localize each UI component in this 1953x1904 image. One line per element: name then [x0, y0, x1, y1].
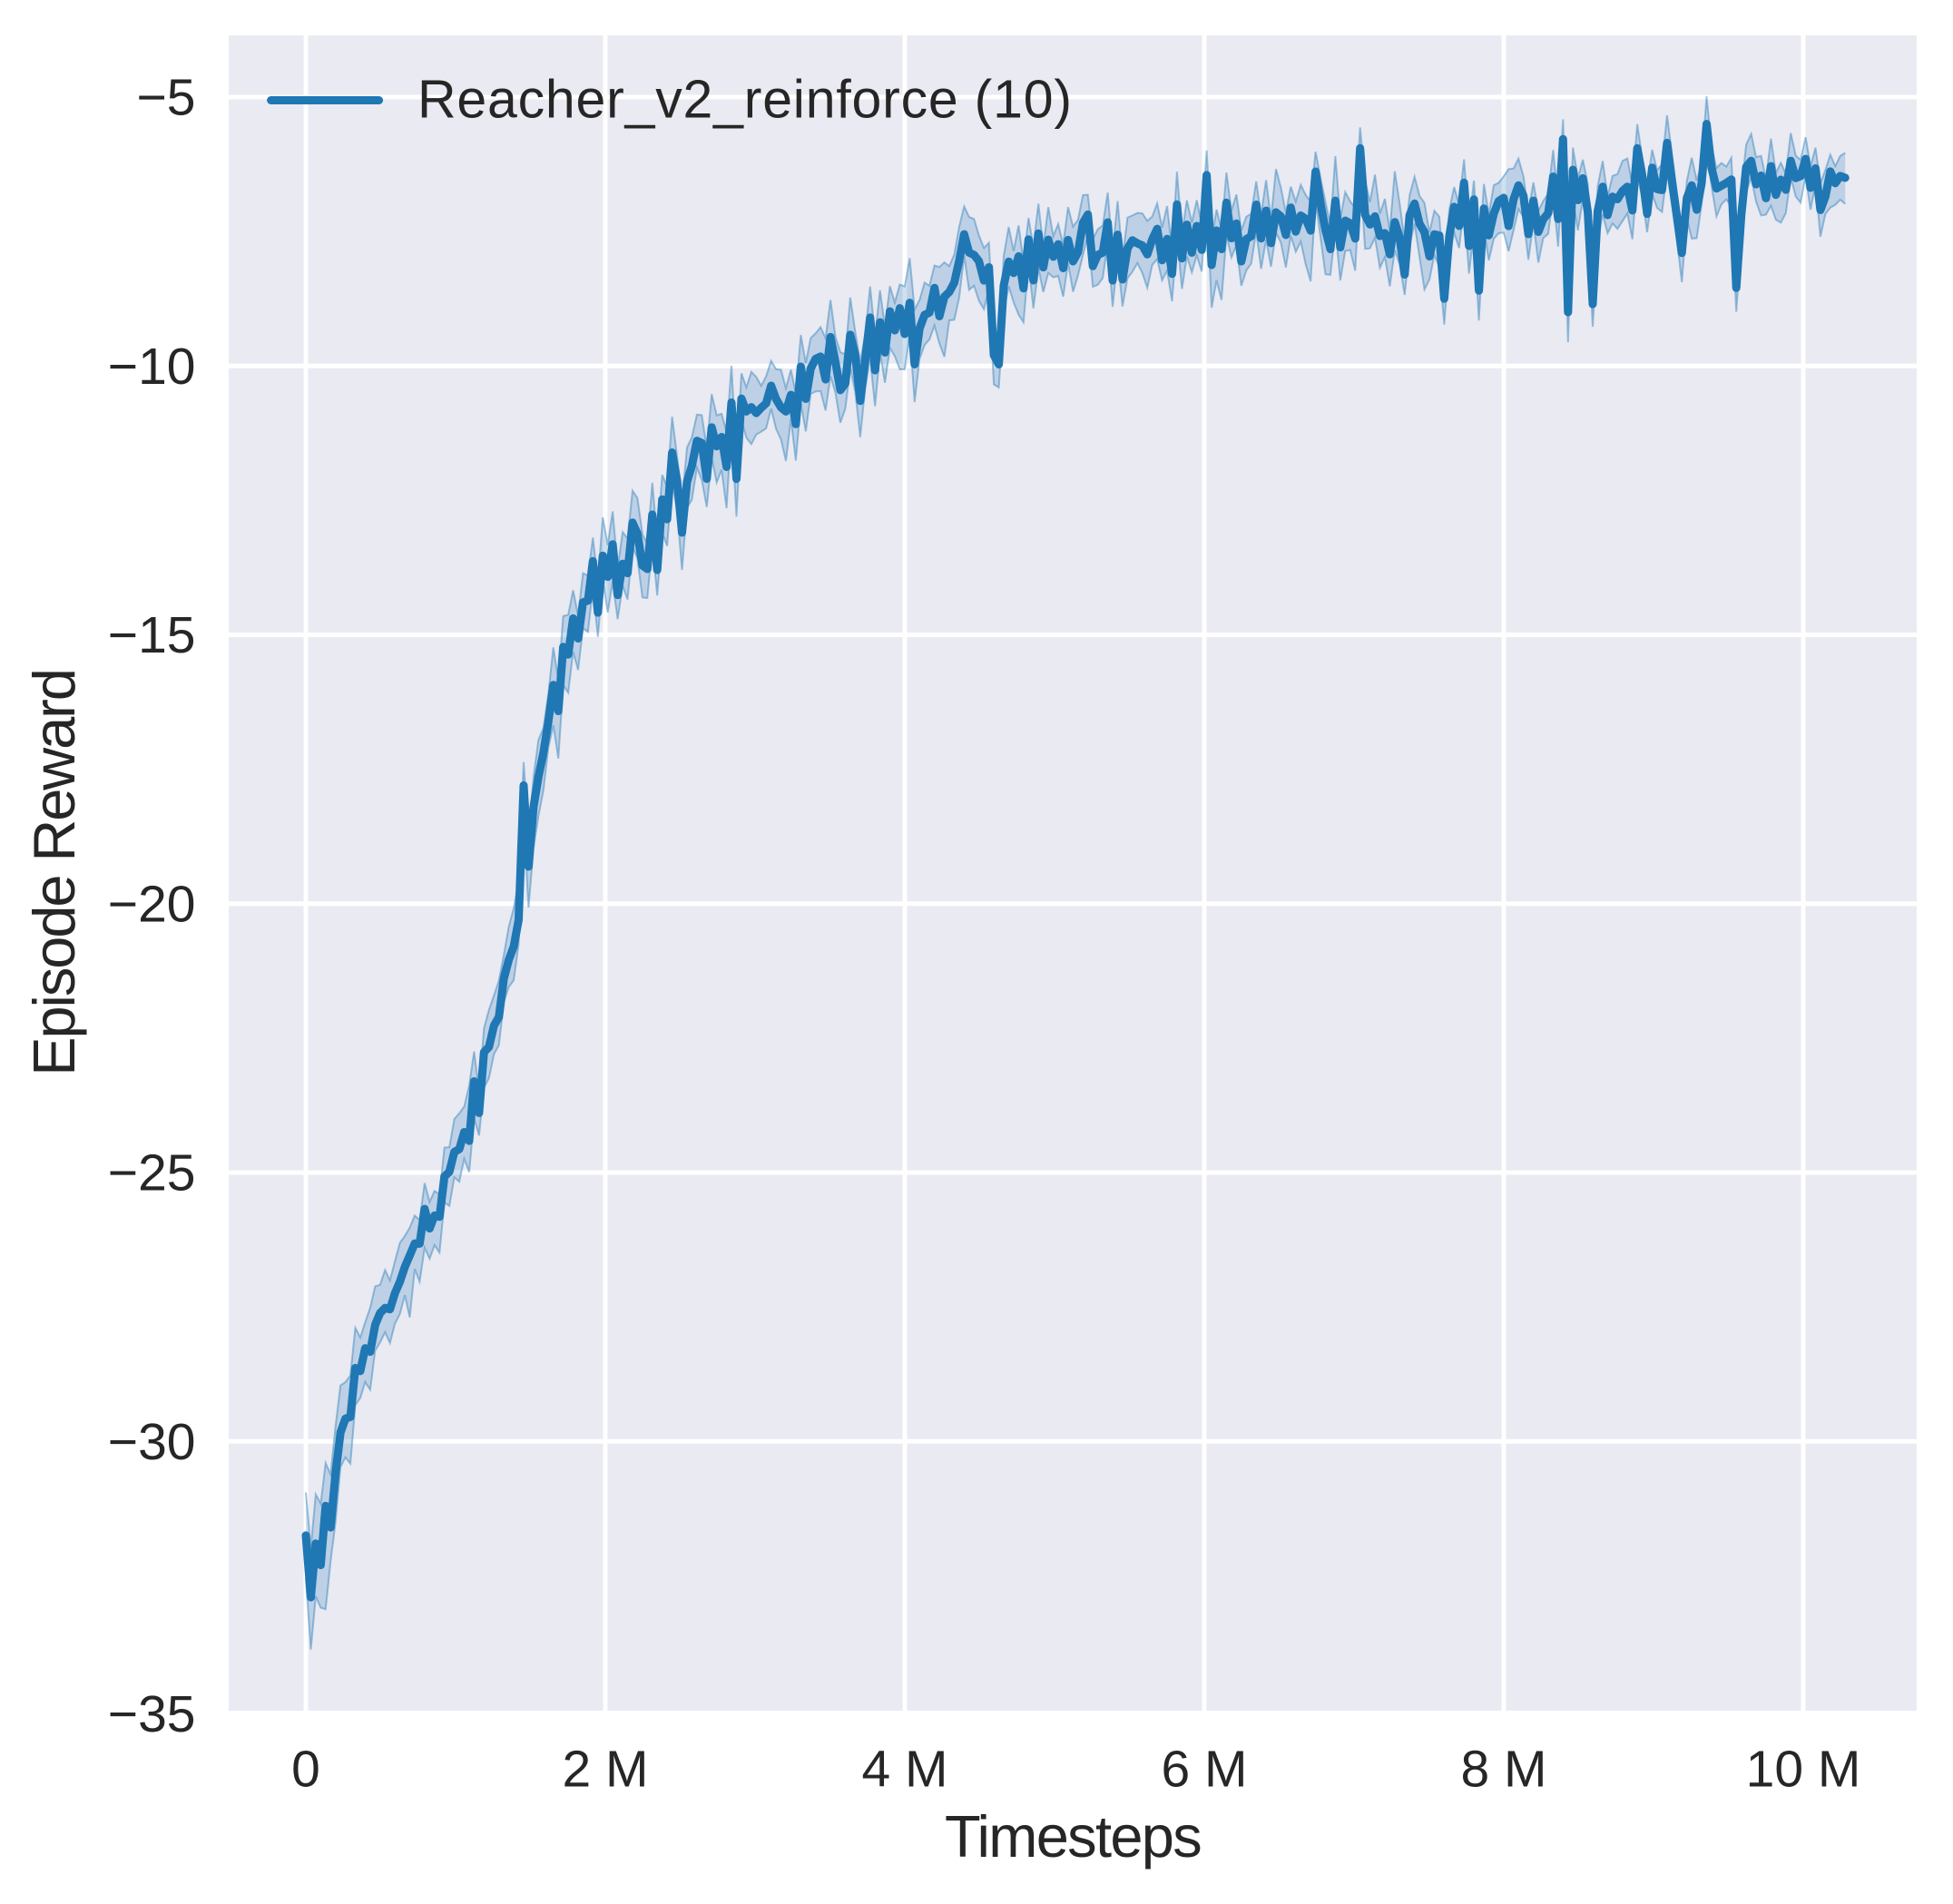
svg-text:−30: −30: [108, 1413, 196, 1471]
svg-text:4 M: 4 M: [861, 1741, 947, 1799]
svg-text:10 M: 10 M: [1746, 1741, 1861, 1799]
svg-text:Timesteps: Timesteps: [945, 1803, 1201, 1870]
svg-text:−20: −20: [108, 875, 196, 933]
svg-text:0: 0: [291, 1741, 320, 1799]
svg-text:−5: −5: [137, 69, 196, 127]
svg-text:8 M: 8 M: [1460, 1741, 1546, 1799]
svg-text:−10: −10: [108, 338, 196, 396]
svg-text:Reacher_v2_reinforce (10): Reacher_v2_reinforce (10): [417, 70, 1073, 130]
svg-text:−15: −15: [108, 606, 196, 664]
svg-text:Episode Reward: Episode Reward: [21, 670, 87, 1076]
svg-text:−25: −25: [108, 1144, 196, 1202]
svg-text:6 M: 6 M: [1161, 1741, 1247, 1799]
svg-text:2 M: 2 M: [562, 1741, 648, 1799]
svg-text:−35: −35: [108, 1685, 196, 1743]
